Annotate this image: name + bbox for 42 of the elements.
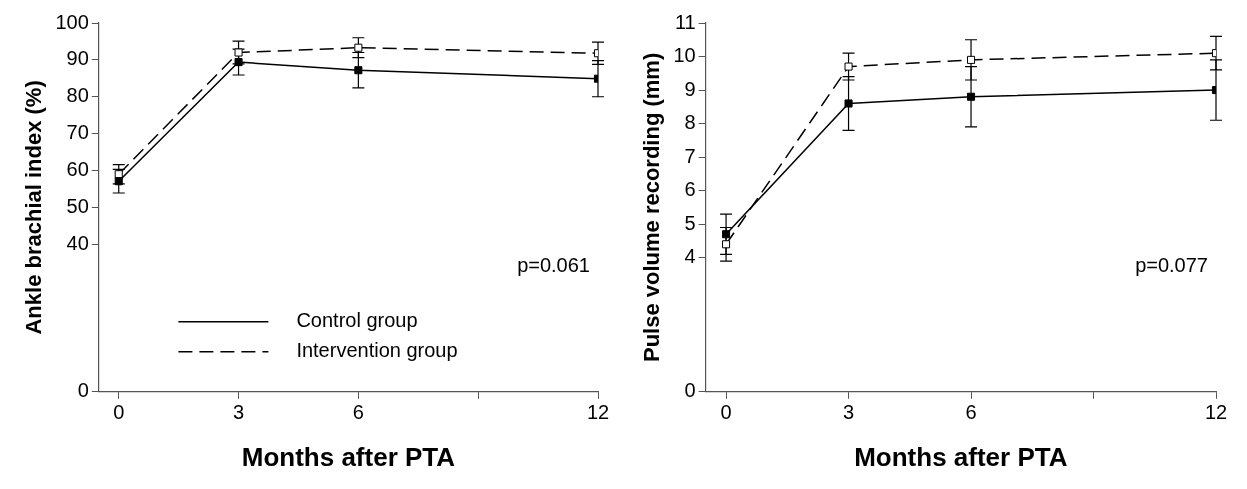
point [234, 58, 243, 67]
x-tick-label: 0 [113, 401, 125, 424]
y-tick-label: 7 [684, 144, 696, 167]
point [354, 66, 363, 75]
legend-label: Intervention group [296, 339, 458, 362]
x-tick-label: 0 [720, 401, 732, 424]
y-tick-label: 9 [684, 77, 696, 100]
y-tick-label: 6 [684, 178, 696, 201]
y-tick-label: 40 [66, 231, 89, 254]
y-axis-title: Pulse volume recording (mm) [639, 52, 665, 363]
y-tick-label: 0 [684, 379, 696, 402]
point [722, 230, 731, 239]
y-tick-label: 80 [66, 84, 89, 107]
x-tick-label: 6 [965, 401, 977, 424]
y-tick-label: 5 [684, 211, 696, 234]
annotation: p=0.061 [517, 253, 590, 276]
y-tick-label: 10 [673, 44, 696, 67]
x-tick-label: 6 [352, 401, 364, 424]
point [967, 55, 976, 64]
y-axis-title: Ankle brachial index (%) [21, 80, 47, 335]
y-tick-label: 50 [66, 194, 89, 217]
y-tick-label: 0 [77, 379, 89, 402]
y-tick-label: 4 [684, 245, 696, 268]
legend-label: Control group [296, 309, 418, 332]
y-tick-label: 8 [684, 111, 696, 134]
point [967, 92, 976, 101]
point [844, 62, 853, 71]
y-tick-label: 60 [66, 158, 89, 181]
y-tick-label: 90 [66, 47, 89, 70]
point [722, 240, 731, 249]
x-tick-label: 3 [842, 401, 855, 424]
point [114, 177, 123, 186]
x-axis-title: Months after PTA [854, 441, 1068, 472]
y-tick-label: 70 [66, 121, 89, 144]
point [844, 99, 853, 108]
x-tick-label: 12 [586, 401, 610, 424]
annotation: p=0.077 [1135, 253, 1208, 276]
x-tick-label: 3 [232, 401, 245, 424]
x-tick-label: 12 [1204, 401, 1228, 424]
x-axis-title: Months after PTA [241, 441, 456, 472]
y-tick-label: 11 [674, 10, 696, 33]
y-tick-label: 100 [55, 10, 89, 33]
